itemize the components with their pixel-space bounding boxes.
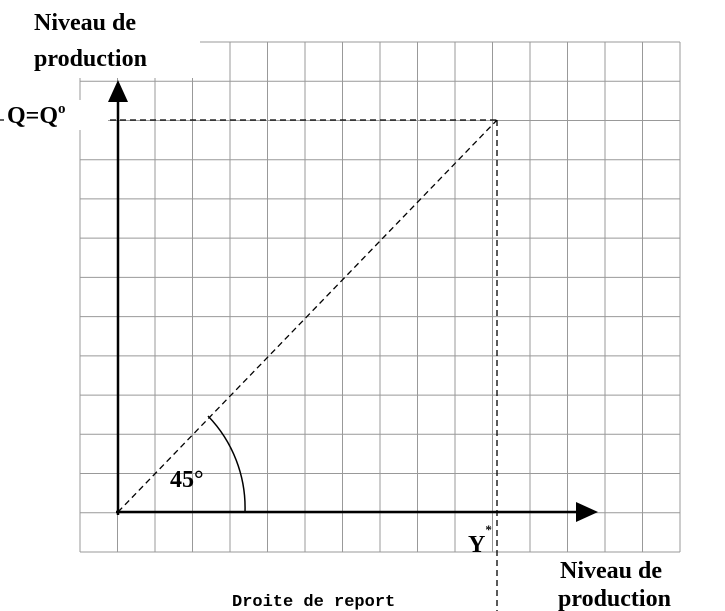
y-axis-arrow [108,80,128,102]
y-axis-label: production [34,46,147,72]
x-axis-label: Niveau de [560,558,662,584]
angle-arc [207,415,246,513]
angle-label: 45° [170,467,204,493]
q-text: Q=Q [7,103,58,129]
x-axis-arrow [576,502,598,522]
q-label: Q=Qo [7,101,66,129]
label-bg [0,0,200,78]
y-axis-label: Niveau de [34,10,136,36]
diagonal-45 [117,119,498,513]
label-bg [4,100,108,130]
report-line-label: Droite de report [232,593,395,611]
y-superscript: * [485,522,492,537]
q-superscript: o [58,101,66,117]
y-text: Y [468,532,485,558]
label-bg [552,555,725,611]
grid [79,41,681,553]
y-star-label: Y* [468,522,492,558]
x-axis-label: production [558,586,671,611]
